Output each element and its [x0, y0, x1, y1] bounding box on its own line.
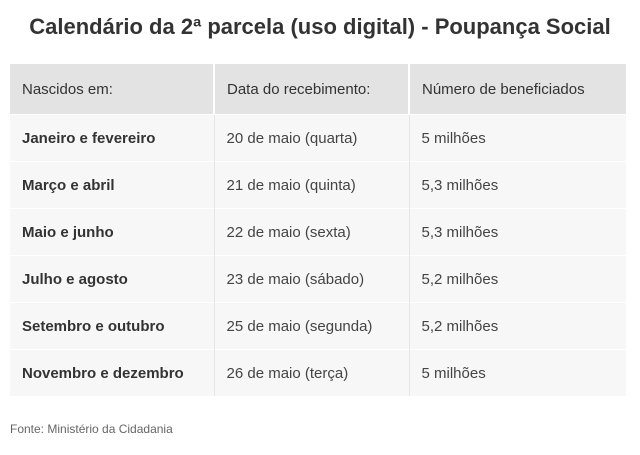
table-row: Novembro e dezembro 26 de maio (terça) 5…: [10, 349, 626, 396]
row-date: 23 de maio (sábado): [214, 255, 410, 303]
row-months: Setembro e outubro: [10, 302, 215, 350]
row-beneficiaries: 5 milhões: [409, 349, 626, 396]
page-title: Calendário da 2ª parcela (uso digital) -…: [29, 14, 611, 39]
row-months: Julho e agosto: [10, 255, 215, 303]
table-header-row: Nascidos em: Data do recebimento: Número…: [10, 64, 626, 115]
header-payment-date: Data do recebimento:: [214, 64, 410, 115]
table-row: Setembro e outubro 25 de maio (segunda) …: [10, 302, 626, 350]
row-months: Maio e junho: [10, 208, 215, 256]
table-row: Maio e junho 22 de maio (sexta) 5,3 milh…: [10, 208, 626, 256]
row-date: 26 de maio (terça): [214, 349, 410, 396]
row-months: Novembro e dezembro: [10, 349, 215, 396]
table-row: Janeiro e fevereiro 20 de maio (quarta) …: [10, 114, 626, 162]
row-date: 22 de maio (sexta): [214, 208, 410, 256]
row-date: 20 de maio (quarta): [214, 114, 410, 162]
header-beneficiaries: Número de beneficiados: [422, 80, 585, 98]
header-born-in: Nascidos em:: [10, 64, 215, 115]
row-date: 21 de maio (quinta): [214, 161, 410, 209]
row-beneficiaries: 5 milhões: [409, 114, 626, 162]
table-row: Julho e agosto 23 de maio (sábado) 5,2 m…: [10, 255, 626, 303]
source-note: Fonte: Ministério da Cidadania: [10, 422, 173, 436]
row-beneficiaries: 5,2 milhões: [409, 302, 626, 350]
row-months: Março e abril: [10, 161, 215, 209]
row-beneficiaries: 5,3 milhões: [409, 208, 626, 256]
row-beneficiaries: 5,2 milhões: [409, 255, 626, 303]
row-beneficiaries: 5,3 milhões: [409, 161, 626, 209]
table-row: Março e abril 21 de maio (quinta) 5,3 mi…: [10, 161, 626, 209]
row-months: Janeiro e fevereiro: [10, 114, 215, 162]
payment-calendar-table: Nascidos em: Data do recebimento: Número…: [10, 64, 626, 396]
payment-calendar-table-container: Nascidos em: Data do recebimento: Número…: [10, 64, 626, 396]
row-date: 25 de maio (segunda): [214, 302, 410, 350]
